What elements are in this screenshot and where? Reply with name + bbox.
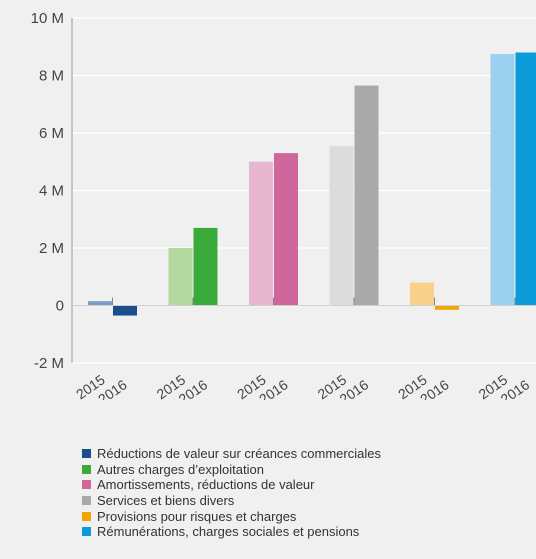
y-tick-label: 10 M	[31, 10, 64, 27]
legend-label: Réductions de valeur sur créances commer…	[97, 446, 381, 462]
legend-item: Amortissements, réductions de valeur	[82, 477, 381, 493]
bar-6-2015	[490, 53, 515, 306]
legend-item: Réductions de valeur sur créances commer…	[82, 446, 381, 462]
legend-label: Provisions pour risques et charges	[97, 508, 297, 524]
bar-3-2016	[274, 153, 298, 306]
bar-2-2015	[168, 248, 193, 306]
legend-swatch	[82, 511, 91, 521]
legend-item: Services et biens divers	[82, 493, 381, 509]
bar-5-2016	[435, 305, 459, 310]
legend-label: Autres charges d’exploitation	[97, 461, 264, 477]
legend: Réductions de valeur sur créances commer…	[82, 446, 381, 540]
y-tick-label: 2 M	[39, 240, 64, 257]
y-tick-label: 8 M	[39, 68, 64, 85]
bar-6-2016	[515, 52, 536, 306]
y-tick-label: 6 M	[39, 125, 64, 142]
legend-label: Rémunérations, charges sociales et pensi…	[97, 524, 360, 540]
bar-2-2016	[193, 227, 218, 306]
legend-swatch	[82, 464, 91, 474]
bar-1-2016	[113, 305, 137, 316]
y-tick-label: 4 M	[39, 183, 64, 200]
legend-swatch	[82, 480, 91, 490]
legend-item: Autres charges d’exploitation	[82, 462, 381, 478]
legend-label: Amortissements, réductions de valeur	[97, 477, 315, 493]
legend-item: Provisions pour risques et charges	[82, 508, 381, 524]
bar-4-2015	[329, 145, 354, 306]
bar-5-2015	[410, 282, 434, 306]
y-tick-label: -2 M	[34, 355, 64, 372]
bar-3-2015	[249, 161, 273, 306]
legend-swatch	[82, 449, 91, 459]
legend-swatch	[82, 496, 91, 506]
legend-item: Rémunérations, charges sociales et pensi…	[82, 524, 381, 540]
y-tick-label: 0	[56, 298, 64, 315]
legend-label: Services et biens divers	[97, 493, 235, 509]
legend-swatch	[82, 527, 91, 537]
bar-4-2016	[354, 85, 379, 306]
bar-1-2015	[88, 301, 112, 306]
